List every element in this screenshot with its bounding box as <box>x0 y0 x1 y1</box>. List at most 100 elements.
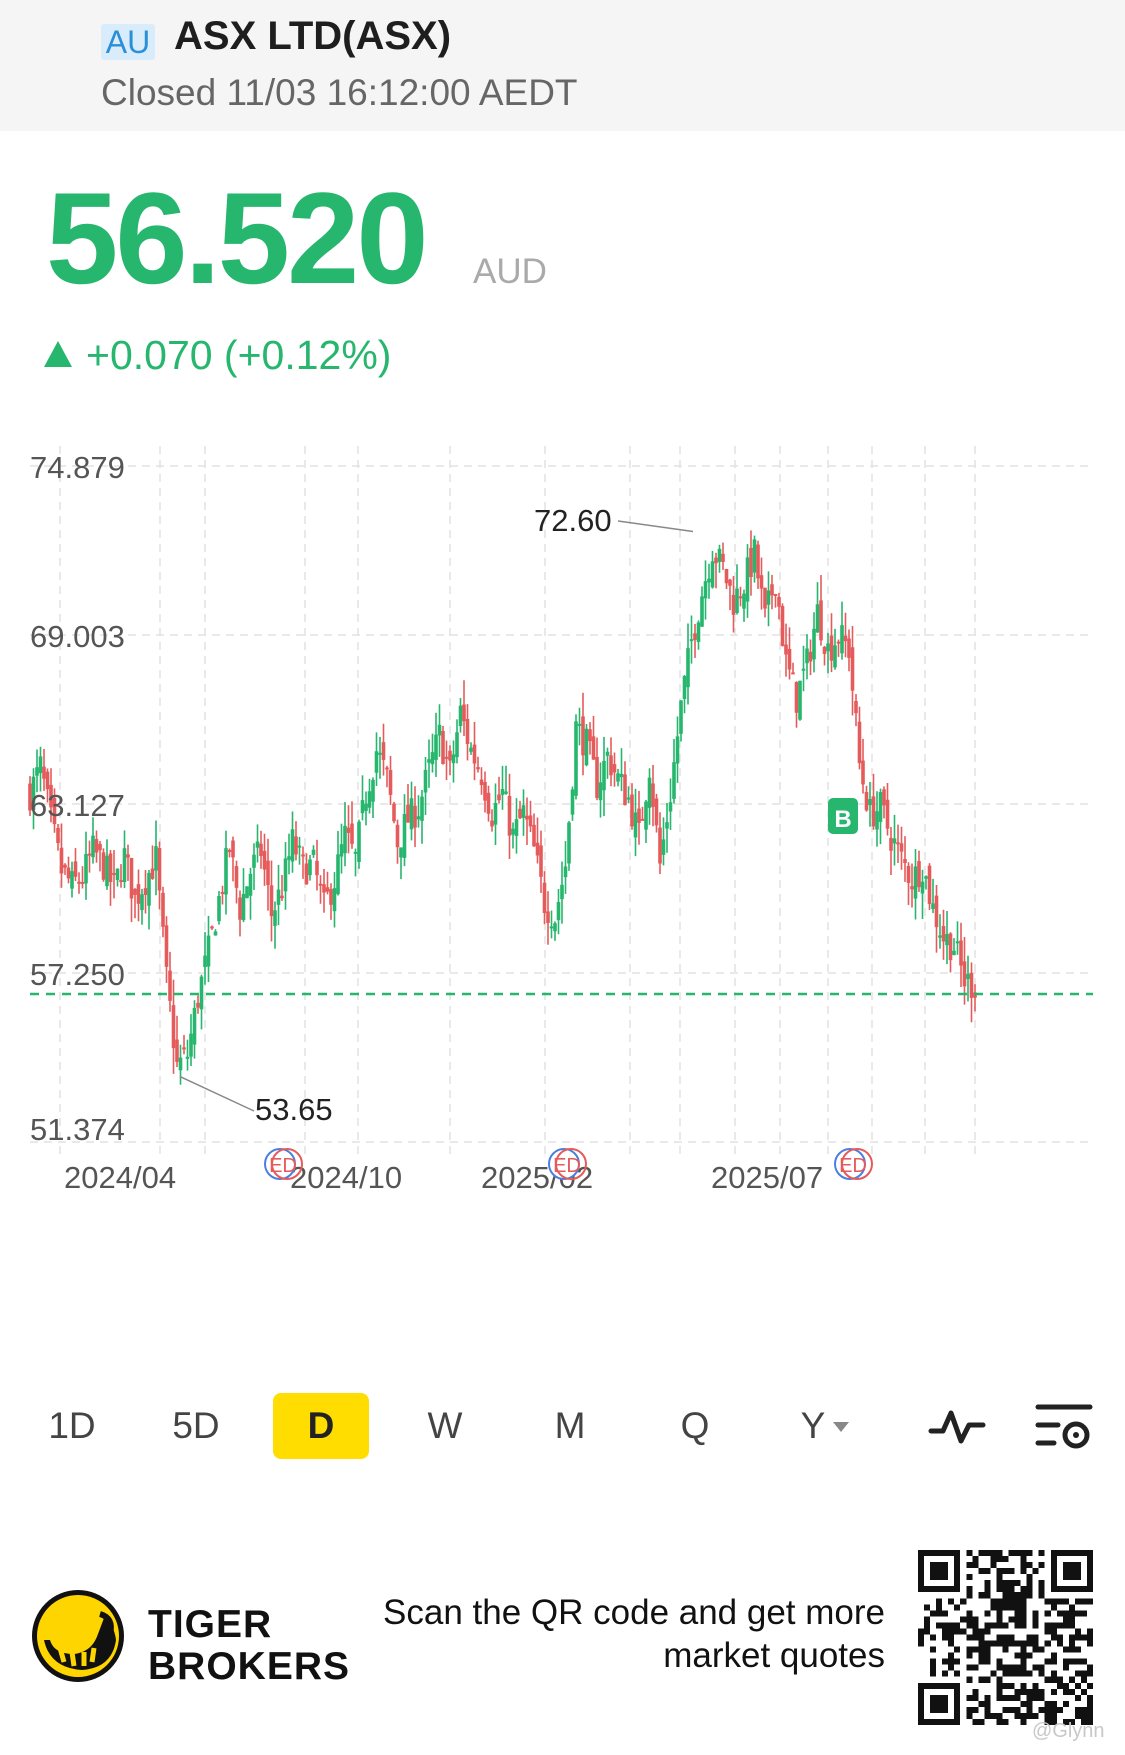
candle <box>812 612 816 673</box>
ticker-title[interactable]: ASX LTD(ASX) <box>174 14 452 58</box>
candle <box>689 615 694 664</box>
candle <box>924 875 928 890</box>
candle <box>140 888 144 925</box>
candle <box>710 550 715 589</box>
candle <box>707 563 711 599</box>
y-tick-label: 63.127 <box>30 788 125 823</box>
candle <box>794 681 799 728</box>
candle <box>66 856 71 884</box>
candle <box>248 867 253 920</box>
candle <box>668 778 673 830</box>
promo-line: market quotes <box>663 1636 885 1675</box>
buy-marker: B <box>828 798 858 834</box>
candle <box>395 819 400 864</box>
svg-text:B: B <box>834 806 851 833</box>
period-week[interactable]: W <box>395 1393 495 1459</box>
low-label: 53.65 <box>255 1092 333 1127</box>
candle <box>101 848 106 882</box>
candle <box>175 1015 179 1068</box>
svg-text:ED: ED <box>839 1155 867 1177</box>
candle <box>770 574 774 610</box>
candle <box>854 694 858 727</box>
period-quarter[interactable]: Q <box>645 1393 745 1459</box>
candle <box>465 704 470 761</box>
candle <box>647 768 652 825</box>
candle <box>364 791 368 826</box>
candle <box>696 620 701 650</box>
candle <box>150 845 155 880</box>
low-leader-line <box>179 1075 255 1112</box>
candle <box>490 809 494 832</box>
candle <box>875 791 879 847</box>
candle <box>577 707 582 746</box>
candle <box>353 848 358 877</box>
event-marker: ED <box>548 1148 587 1180</box>
candle <box>721 542 725 570</box>
candle <box>185 1039 190 1071</box>
period-5d[interactable]: 5D <box>146 1393 246 1459</box>
candle <box>227 848 232 858</box>
candle <box>546 891 550 945</box>
candle <box>423 757 428 815</box>
candle <box>742 589 746 622</box>
candle <box>206 915 211 983</box>
candle <box>157 841 162 910</box>
candle <box>539 830 543 893</box>
promo-text: Scan the QR code and get more market quo… <box>360 1591 885 1677</box>
candle <box>427 739 431 788</box>
watermark: @Glynn <box>1032 1720 1105 1742</box>
candle <box>357 819 361 869</box>
candle <box>280 874 284 901</box>
candle <box>381 723 386 776</box>
candle <box>910 863 914 908</box>
candle <box>294 821 298 861</box>
candle <box>388 755 393 805</box>
candle <box>640 806 645 821</box>
candle <box>563 841 568 894</box>
candle <box>409 781 414 841</box>
candle <box>434 712 438 777</box>
candle <box>171 979 176 1074</box>
indicator-icon[interactable] <box>927 1397 987 1457</box>
candle <box>822 645 827 666</box>
candle <box>343 802 347 867</box>
price-chart[interactable]: 74.879 69.003 63.127 57.250 51.374 2024/04 20… <box>0 440 1125 1360</box>
period-label: 5D <box>172 1405 220 1446</box>
chart-annotations: 72.60 53.65 B <box>179 503 858 1127</box>
candle <box>826 632 830 674</box>
candle <box>885 782 890 836</box>
candle <box>703 560 708 620</box>
candle <box>224 830 228 915</box>
candle <box>654 793 659 833</box>
candle <box>630 783 634 830</box>
chart-settings-icon[interactable] <box>1034 1397 1094 1457</box>
candle <box>840 601 844 660</box>
candle <box>441 725 445 765</box>
candle <box>374 732 379 786</box>
candle <box>896 824 900 863</box>
period-month[interactable]: M <box>520 1393 620 1459</box>
candle <box>651 764 655 827</box>
candle <box>136 869 141 922</box>
candle <box>665 802 669 853</box>
y-tick-label: 51.374 <box>30 1112 125 1147</box>
candle <box>882 786 886 819</box>
candle <box>42 749 46 791</box>
price-change: +0.070 (+0.12%) <box>44 332 391 379</box>
candle <box>574 714 578 800</box>
period-year-dropdown[interactable]: Y <box>770 1393 880 1459</box>
candle <box>602 736 606 817</box>
share-footer: TIGER BROKERS Scan the QR code and get m… <box>0 1515 1125 1755</box>
candle <box>385 765 389 788</box>
candle <box>672 739 676 804</box>
period-1d[interactable]: 1D <box>22 1393 122 1459</box>
candle <box>430 733 435 773</box>
candle <box>514 798 519 854</box>
candle <box>745 544 750 618</box>
candle <box>633 788 638 857</box>
event-markers[interactable]: ED ED ED <box>264 1148 873 1180</box>
candle <box>892 814 897 866</box>
brand-name-line2: BROKERS <box>148 1645 351 1688</box>
candle <box>217 891 221 925</box>
period-day[interactable]: D <box>273 1393 369 1459</box>
